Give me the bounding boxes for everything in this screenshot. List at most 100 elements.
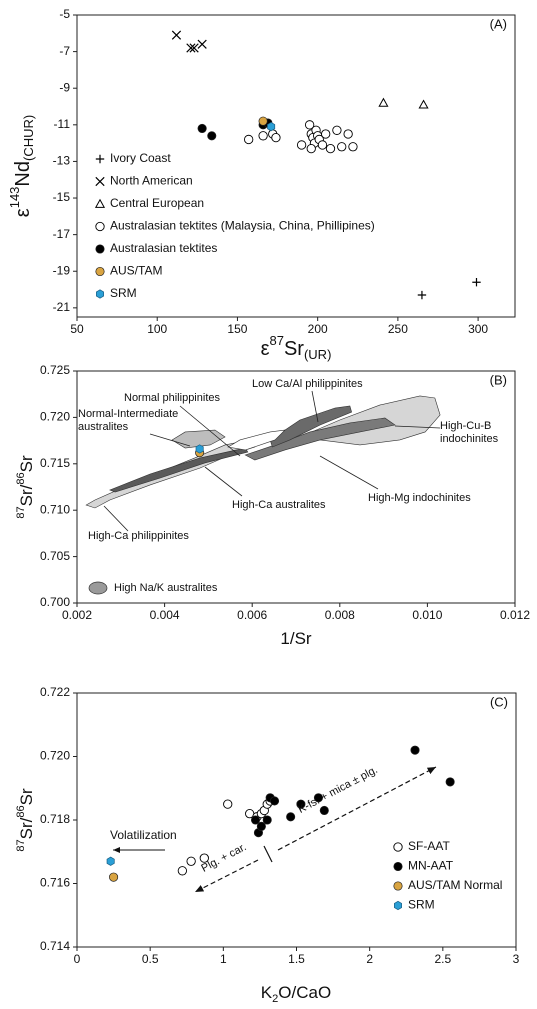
- y-axis-label-part: Sr: [17, 788, 36, 805]
- legend-marker: [393, 881, 403, 891]
- legend-label: Australasian tektites (Malaysia, China, …: [110, 219, 375, 233]
- y-tick-label: 0.720: [40, 410, 70, 424]
- y-tick-label: -7: [59, 44, 70, 58]
- y-tick-label: -21: [53, 300, 71, 314]
- y-axis-label-part: 87: [15, 506, 27, 518]
- point: [106, 856, 115, 866]
- field-label: Low Ca/Al philippinites: [252, 378, 363, 390]
- point: [286, 812, 296, 822]
- legend-marker: [394, 900, 402, 911]
- field-label: High-Ca australites: [232, 499, 326, 511]
- plot-frame: [76, 370, 516, 604]
- point: [418, 99, 429, 109]
- y-axis-label-part: 86: [15, 805, 27, 817]
- point: [258, 116, 268, 126]
- y-tick-label: 0.725: [40, 363, 70, 377]
- x-axis-label: ε87Sr(UR): [261, 333, 332, 362]
- legend-label: High Na/K australites: [114, 582, 218, 594]
- annotation: K-fs. + mica ± plg.: [296, 764, 380, 816]
- x-tick-label: 2.5: [434, 952, 451, 966]
- legend-label: Australasian tektites: [110, 241, 217, 255]
- leader-line: [149, 433, 191, 447]
- legend-label: SRM: [408, 898, 435, 912]
- point: [445, 777, 455, 787]
- y-tick-label: 0.716: [40, 876, 70, 890]
- field-region: [227, 429, 286, 451]
- point: [313, 793, 323, 803]
- y-tick-label: 0.720: [40, 749, 70, 763]
- x-axis-label-part: Sr: [284, 338, 304, 360]
- y-tick-label: -19: [53, 263, 71, 277]
- x-tick-label: 0.012: [500, 608, 530, 622]
- trend-divider: [263, 845, 273, 863]
- point: [189, 43, 199, 53]
- point: [325, 143, 336, 154]
- point: [109, 872, 119, 882]
- y-axis-label: ε143Nd(CHUR): [7, 115, 36, 217]
- legend-marker: [95, 176, 105, 187]
- y-axis-label-part: Sr/: [17, 817, 36, 839]
- trend-arrow: [194, 859, 259, 893]
- x-axis-label-part: O/CaO: [278, 983, 331, 1002]
- y-axis-label-part: 86: [15, 472, 27, 484]
- y-axis-label-part: 87: [15, 839, 27, 851]
- x-tick-label: 300: [468, 322, 488, 336]
- x-tick-label: 0: [74, 952, 81, 966]
- y-tick-label: 0.710: [40, 502, 70, 516]
- plot-frame: [76, 692, 517, 948]
- y-tick-label: 0.715: [40, 456, 70, 470]
- leader-line: [394, 425, 441, 429]
- point: [337, 142, 347, 152]
- x-axis-label-part: K: [261, 983, 273, 1002]
- x-tick-label: 0.008: [325, 608, 355, 622]
- point: [256, 821, 266, 831]
- legend-label: SRM: [110, 286, 137, 300]
- point: [296, 799, 306, 809]
- x-tick-label: 50: [70, 322, 84, 336]
- leader-line: [103, 505, 129, 532]
- y-tick-label: 0.700: [40, 595, 70, 609]
- y-tick-label: -13: [53, 154, 71, 168]
- y-axis-label-part: 143: [7, 187, 22, 209]
- legend-marker: [393, 861, 403, 872]
- x-tick-label: 3: [513, 952, 520, 966]
- field-region: [269, 405, 352, 448]
- y-axis-label-part: (CHUR): [21, 115, 36, 161]
- legend-label: Ivory Coast: [110, 151, 171, 165]
- legend-label: North American: [110, 174, 193, 188]
- y-tick-label: 0.705: [40, 549, 70, 563]
- field-label: High-Mg indochinites: [368, 492, 471, 504]
- x-axis-label-part: 2: [272, 993, 278, 1005]
- point: [223, 799, 233, 809]
- x-tick-label: 250: [388, 322, 408, 336]
- x-axis-label-part: 1/Sr: [280, 629, 312, 648]
- legend-marker: [95, 154, 105, 164]
- legend-marker: [94, 198, 106, 208]
- panel-label: (B): [490, 372, 507, 387]
- y-tick-label: -9: [59, 80, 70, 94]
- field-label: High-Cu-B indochinites: [440, 420, 499, 445]
- x-tick-label: 0.5: [142, 952, 159, 966]
- x-axis-label-part: ε: [261, 338, 270, 360]
- field-region: [109, 447, 249, 493]
- y-tick-label: -17: [53, 227, 71, 241]
- plot-frame: [76, 14, 516, 318]
- x-tick-label: 2: [366, 952, 373, 966]
- legend-label: AUS/TAM: [110, 264, 162, 278]
- x-tick-label: 150: [227, 322, 247, 336]
- y-tick-label: 0.718: [40, 812, 70, 826]
- point: [186, 43, 196, 53]
- x-tick-label: 0.010: [412, 608, 442, 622]
- point: [317, 140, 328, 150]
- point: [271, 132, 281, 143]
- point: [410, 745, 420, 755]
- point: [262, 815, 272, 825]
- legend-marker: [95, 244, 105, 254]
- legend-marker: [393, 842, 403, 852]
- y-axis-label: 87Sr/86Sr: [15, 455, 36, 519]
- x-axis-label-part: (UR): [304, 347, 331, 362]
- point: [319, 805, 329, 816]
- annotation: Volatilization: [110, 828, 177, 842]
